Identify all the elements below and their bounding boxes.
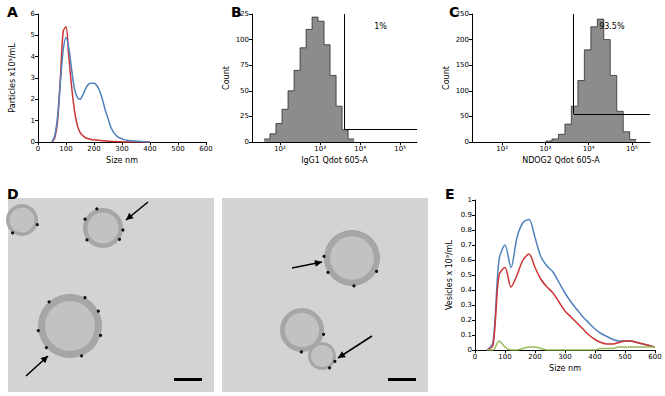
svg-text:0.7: 0.7 [461, 241, 472, 249]
svg-text:0: 0 [245, 138, 249, 146]
svg-text:100: 100 [456, 87, 469, 95]
svg-text:0.8: 0.8 [461, 226, 472, 234]
svg-text:500: 500 [171, 145, 184, 153]
svg-text:10³: 10³ [314, 145, 326, 153]
svg-text:6: 6 [31, 10, 36, 18]
svg-text:100: 100 [498, 353, 511, 361]
svg-text:25: 25 [240, 112, 249, 120]
svg-text:300: 300 [115, 145, 128, 153]
svg-text:600: 600 [648, 353, 661, 361]
svg-text:200: 200 [528, 353, 541, 361]
svg-text:0: 0 [473, 353, 477, 361]
svg-text:150: 150 [456, 61, 469, 69]
svg-text:0.2: 0.2 [461, 316, 472, 324]
svg-text:1%: 1% [374, 22, 387, 31]
svg-text:0.5: 0.5 [461, 271, 472, 279]
svg-text:100: 100 [236, 36, 249, 44]
svg-text:93.5%: 93.5% [599, 22, 625, 31]
svg-text:0: 0 [31, 138, 35, 146]
svg-text:0: 0 [468, 346, 472, 354]
svg-text:0.4: 0.4 [461, 286, 473, 294]
svg-text:E: E [445, 186, 455, 202]
svg-text:400: 400 [143, 145, 156, 153]
svg-text:50: 50 [240, 87, 249, 95]
svg-text:NDOG2 Qdot 605-A: NDOG2 Qdot 605-A [522, 156, 600, 165]
svg-text:0: 0 [36, 145, 40, 153]
svg-text:10²: 10² [274, 145, 286, 153]
svg-text:75: 75 [240, 61, 249, 69]
svg-text:C: C [449, 4, 459, 20]
svg-text:500: 500 [618, 353, 631, 361]
svg-text:100: 100 [59, 145, 72, 153]
svg-text:10⁵: 10⁵ [626, 145, 638, 153]
svg-text:5: 5 [31, 31, 35, 39]
svg-text:1: 1 [468, 196, 472, 204]
svg-text:250: 250 [455, 10, 469, 18]
svg-text:10³: 10³ [540, 145, 552, 153]
svg-text:Particles x10⁹/mL: Particles x10⁹/mL [8, 43, 17, 113]
svg-text:A: A [7, 4, 18, 20]
svg-text:0.1: 0.1 [461, 331, 472, 339]
svg-text:Size nm: Size nm [106, 156, 138, 165]
svg-text:B: B [231, 4, 242, 20]
svg-text:125: 125 [235, 10, 249, 18]
svg-text:200: 200 [456, 36, 469, 44]
svg-text:10⁴: 10⁴ [583, 145, 595, 153]
svg-text:Vesicles x 10⁹/mL: Vesicles x 10⁹/mL [445, 239, 454, 310]
svg-text:10⁵: 10⁵ [394, 145, 406, 153]
svg-text:2: 2 [31, 95, 35, 103]
svg-text:10²: 10² [496, 145, 508, 153]
svg-text:200: 200 [87, 145, 100, 153]
svg-text:1: 1 [31, 117, 35, 125]
svg-text:D: D [7, 186, 19, 202]
svg-text:300: 300 [558, 353, 571, 361]
svg-text:Count: Count [222, 66, 231, 90]
svg-text:Size nm: Size nm [549, 364, 581, 373]
svg-text:3: 3 [31, 74, 35, 82]
svg-text:0.6: 0.6 [461, 256, 473, 264]
svg-text:4: 4 [31, 53, 36, 61]
svg-text:0.9: 0.9 [461, 211, 472, 219]
svg-text:0: 0 [465, 138, 469, 146]
svg-text:0.3: 0.3 [461, 301, 472, 309]
svg-text:600: 600 [199, 145, 212, 153]
svg-text:IgG1 Qdot 605-A: IgG1 Qdot 605-A [301, 156, 368, 165]
svg-text:Count: Count [442, 66, 451, 90]
svg-text:10⁴: 10⁴ [354, 145, 366, 153]
svg-text:50: 50 [460, 112, 469, 120]
svg-text:400: 400 [588, 353, 601, 361]
